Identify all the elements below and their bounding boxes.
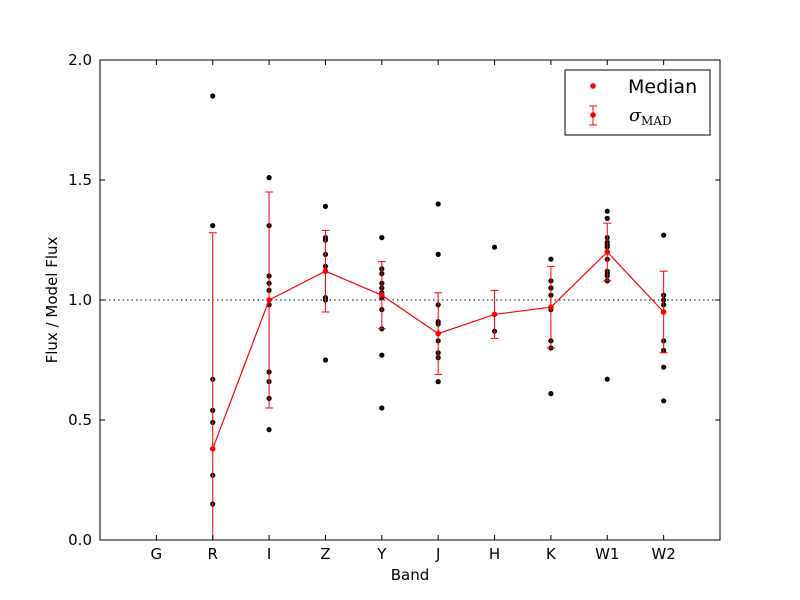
x-tick-label: K	[546, 545, 557, 563]
legend-median-label: Median	[628, 76, 697, 98]
median-marker	[660, 309, 667, 315]
x-tick-label: R	[208, 545, 218, 563]
data-point	[548, 391, 554, 397]
x-tick-label: Y	[376, 545, 387, 563]
x-tick-label: W1	[595, 545, 619, 563]
data-point	[661, 398, 667, 404]
x-tick-label: I	[267, 545, 271, 563]
data-point	[210, 223, 216, 229]
data-point	[435, 251, 441, 257]
x-axis-label: Band	[391, 566, 430, 584]
data-point	[266, 427, 272, 433]
y-axis-label: Flux / Model Flux	[43, 237, 61, 364]
data-point	[379, 235, 385, 241]
data-point	[661, 232, 667, 238]
median-marker	[548, 304, 554, 311]
median-marker	[435, 330, 441, 337]
data-point	[379, 352, 385, 358]
data-point	[266, 175, 272, 181]
data-point	[604, 208, 610, 214]
x-tick-label: G	[151, 545, 163, 563]
x-tick-label: J	[435, 545, 440, 563]
legend: Median σ MAD	[564, 69, 711, 136]
data-point	[379, 405, 385, 411]
data-point	[604, 376, 610, 382]
data-point	[322, 357, 329, 363]
data-point	[322, 203, 329, 209]
data-point	[435, 201, 441, 207]
y-tick-label: 2.0	[68, 51, 92, 69]
data-point	[435, 379, 441, 385]
y-tick-label: 0.5	[68, 411, 92, 429]
y-tick-label: 0.0	[68, 531, 92, 549]
x-tick-label: H	[489, 545, 500, 563]
legend-box	[564, 69, 711, 136]
data-point	[210, 93, 216, 99]
data-point	[604, 215, 610, 221]
legend-errorbar-marker	[590, 112, 596, 118]
plot-area	[100, 60, 720, 540]
median-marker	[604, 249, 611, 255]
y-tick-label: 1.0	[68, 291, 92, 309]
legend-sigma-subscript: MAD	[641, 114, 672, 128]
median-marker	[491, 311, 498, 318]
x-tick-label: W2	[651, 545, 675, 563]
legend-median-marker	[590, 83, 596, 89]
median-marker	[266, 297, 272, 303]
data-point	[548, 256, 554, 262]
x-tick-label: Z	[320, 545, 330, 563]
data-point	[661, 364, 667, 370]
data-point	[491, 244, 498, 250]
y-tick-label: 1.5	[68, 171, 92, 189]
legend-sigma-symbol: σ	[629, 105, 642, 126]
median-marker	[322, 268, 329, 275]
median-marker	[379, 292, 385, 299]
median-marker	[209, 446, 216, 452]
